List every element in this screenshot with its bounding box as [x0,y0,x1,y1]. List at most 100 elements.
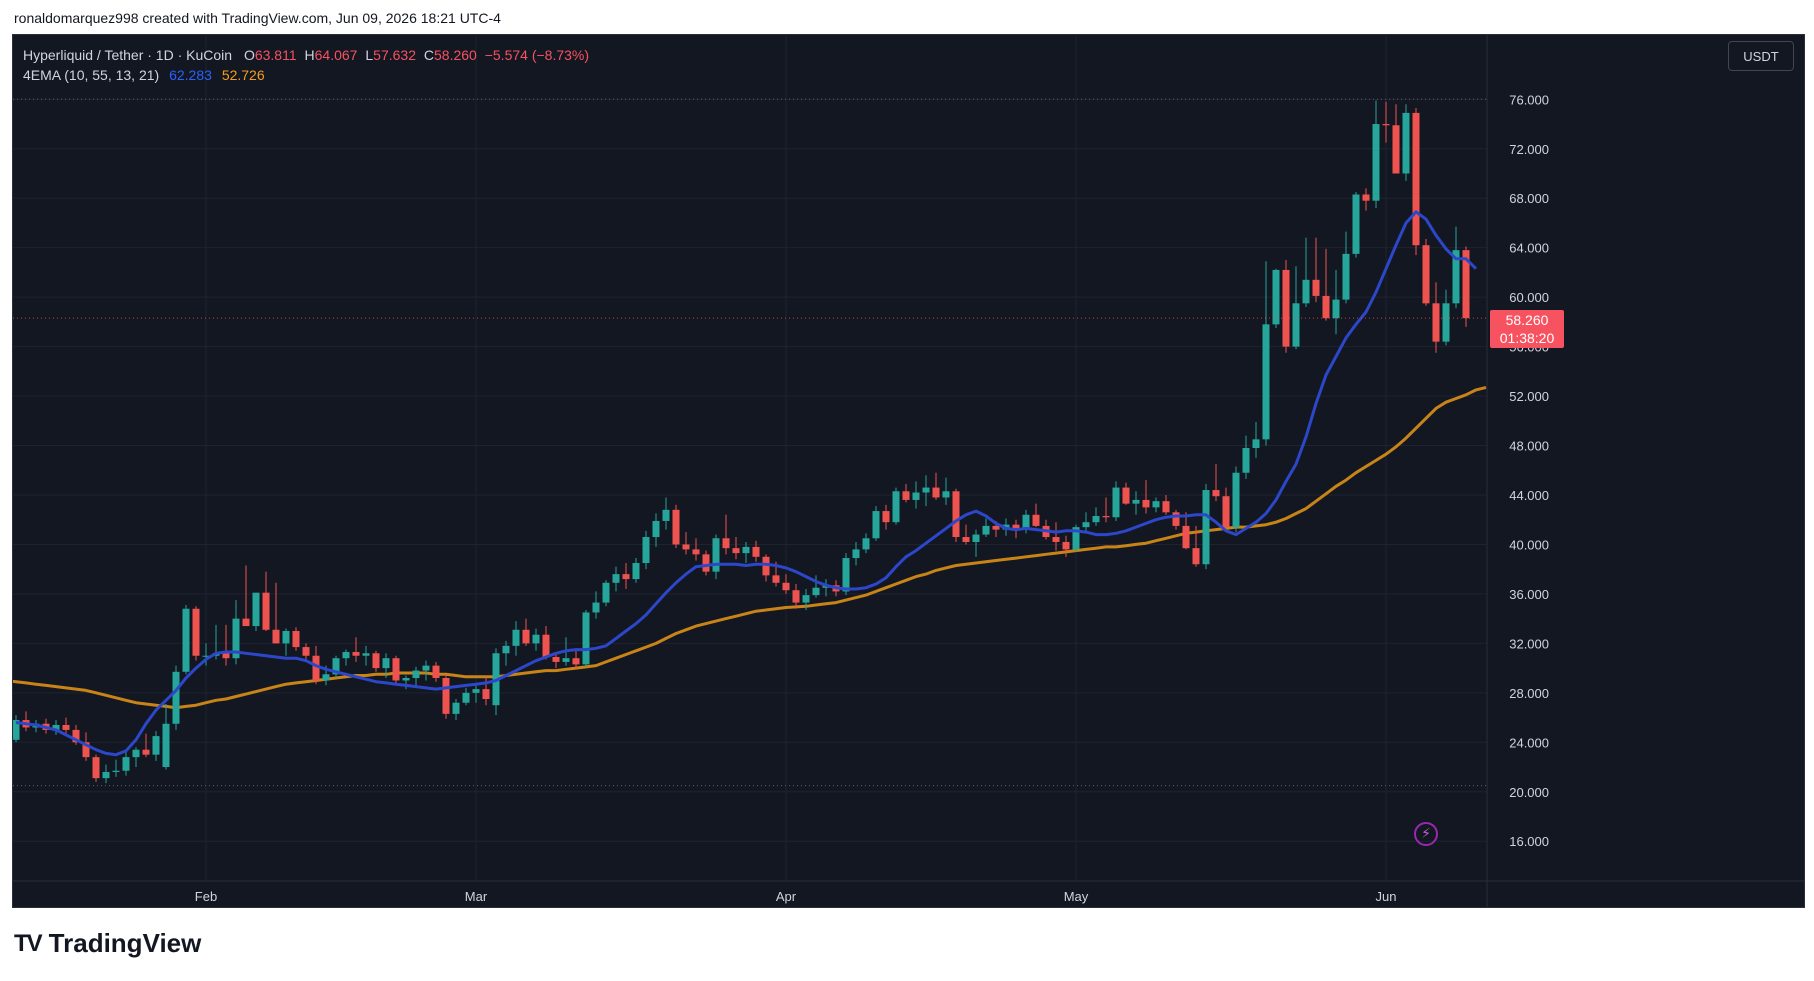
candle-body [192,608,200,656]
candle-body [252,592,260,627]
candle-body [1422,245,1430,304]
candle-body [72,729,80,743]
candle-body [642,537,650,563]
candle-body [652,520,660,538]
candle-body [482,689,490,700]
candle-body [992,525,1000,530]
candle-body [362,653,370,656]
candle-body [522,629,530,644]
candle-body [1162,501,1170,513]
candle-body [592,602,600,613]
symbol-label[interactable]: Hyperliquid / Tether · 1D · KuCoin [23,47,233,63]
y-tick-label: 36.000 [1509,587,1549,602]
candle-body [1382,124,1390,126]
candle-body [282,631,290,644]
chart-frame[interactable]: 76.00072.00068.00064.00060.00056.00052.0… [12,34,1805,908]
candle-body [202,655,210,657]
candle-body [52,724,60,730]
candle-body [1362,194,1370,201]
candle-body [412,670,420,678]
candle-body [1242,448,1250,473]
candle-body [112,770,120,772]
candle-body [182,608,190,672]
candle-body [932,487,940,498]
candle-body [512,629,520,646]
candle-body [152,736,160,755]
candle-body [1432,303,1440,342]
candle-body [632,562,640,580]
candle-body [812,587,820,596]
y-tick-label: 64.000 [1509,241,1549,256]
candle-body [562,658,570,662]
candle-body [1312,279,1320,296]
candle-body [732,548,740,554]
candle-body [472,689,480,693]
candle-body [782,582,790,591]
low-label: L [365,47,374,63]
ema-fast-line [15,210,1478,757]
candle-body [222,653,230,659]
candle-body [542,634,550,657]
candle-body [922,487,930,493]
candle-body [1132,499,1140,504]
candle-body [952,491,960,538]
attribution-text: ronaldomarquez998 created with TradingVi… [14,10,501,26]
candle-body [872,511,880,539]
candle-body [462,692,470,703]
ema-indicator-label[interactable]: 4EMA (10, 55, 13, 21) [23,67,160,83]
candle-body [892,491,900,523]
candle-body [902,491,910,500]
candle-body [1232,472,1240,528]
high-label: H [304,47,315,63]
candle-body [1412,112,1420,246]
candle-body [1022,514,1030,530]
y-tick-label: 28.000 [1509,686,1549,701]
ema-fast-value: 62.283 [169,67,212,83]
candle-body [1082,522,1090,528]
candle-body [402,677,410,681]
candle-body [1032,514,1040,526]
candle-body [502,645,510,654]
candle-body [972,534,980,542]
candle-body [722,538,730,549]
y-tick-label: 60.000 [1509,290,1549,305]
candle-body [612,574,620,583]
candlestick-chart[interactable]: 76.00072.00068.00064.00060.00056.00052.0… [13,35,1804,907]
candle-body [142,749,150,755]
candle-body [1112,487,1120,518]
ema-slow-value: 52.726 [221,67,265,83]
candle-body [352,652,360,656]
x-tick-label: Mar [465,889,488,904]
candle-body [1012,524,1020,530]
candle-body [982,525,990,535]
candle-body [622,574,630,580]
candle-body [1152,501,1160,508]
open-label: O [243,47,255,63]
lightning-icon[interactable]: ⚡ [1414,821,1438,846]
candle-body [372,653,380,669]
candle-body [1462,250,1470,319]
candle-body [802,595,810,603]
y-tick-label: 48.000 [1509,439,1549,454]
y-tick-label: 16.000 [1509,834,1549,849]
candle-body [312,655,320,681]
x-tick-label: Feb [195,889,217,904]
low-value: 57.632 [373,47,416,63]
candle-body [912,492,920,500]
candle-body [662,509,670,521]
last-price-value: 58.260 [1505,312,1549,329]
candle-body [272,629,280,644]
countdown-timer: 01:38:20 [1499,330,1555,347]
candle-body [572,658,580,665]
candle-body [332,658,340,675]
candle-body [532,634,540,644]
high-value: 64.067 [314,47,358,63]
candle-body [392,658,400,681]
y-tick-label: 20.000 [1509,785,1549,800]
logo-wordmark: TradingView [48,928,202,958]
currency-button[interactable]: USDT [1728,41,1794,71]
y-tick-label: 40.000 [1509,537,1549,552]
candle-body [552,656,560,662]
candle-body [382,658,390,669]
y-tick-label: 72.000 [1509,142,1549,157]
